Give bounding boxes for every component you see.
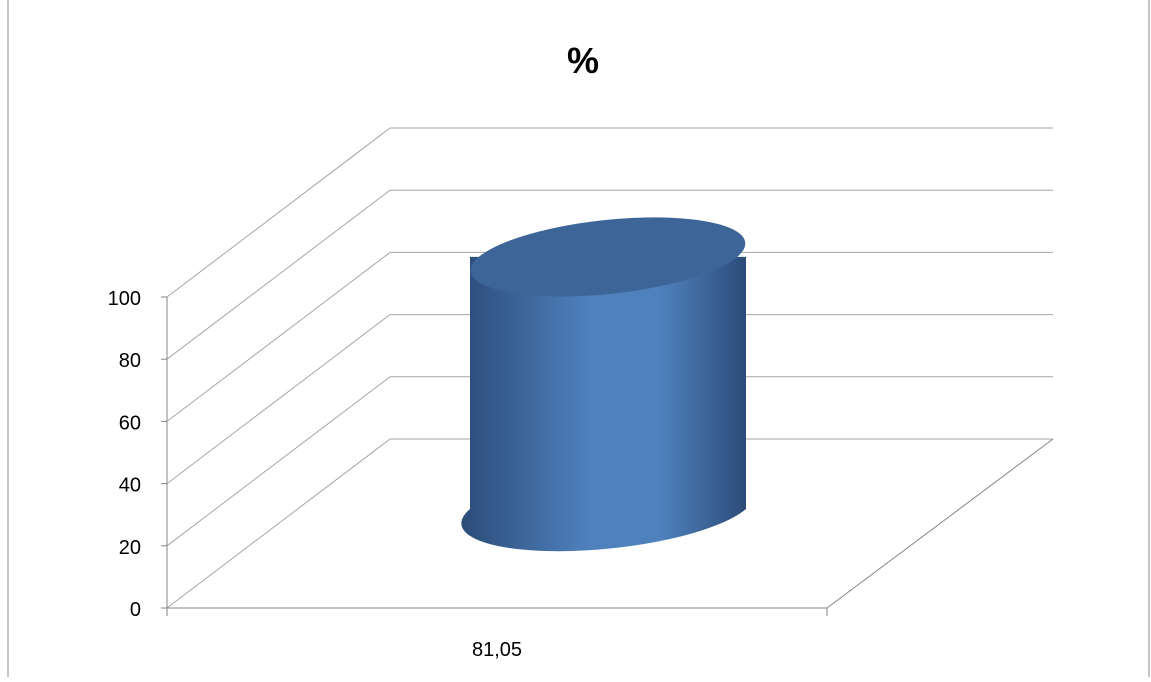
gridline-side [166, 438, 391, 609]
gridline-side [166, 252, 391, 422]
axes [161, 296, 1054, 616]
y-tick-label: 20 [119, 537, 141, 559]
bar-cylinder [461, 217, 746, 552]
floor-right-edge [826, 438, 1054, 609]
y-tick-label: 60 [119, 412, 141, 434]
y-axis-tick-labels: 0 20 40 60 80 100 [108, 288, 141, 621]
gridline-side [166, 376, 391, 547]
chart-title: % [567, 40, 599, 81]
y-tick-label: 100 [108, 288, 141, 310]
y-tick-label: 40 [119, 475, 141, 497]
x-axis-tick-labels: 81,05 [472, 639, 522, 661]
bar-top [470, 217, 746, 297]
bar-body [461, 256, 746, 552]
x-tick-label: 81,05 [472, 639, 522, 661]
bars [461, 217, 746, 552]
y-tick-label: 80 [119, 350, 141, 372]
y-tick-label: 0 [130, 599, 141, 621]
gridline-side [166, 314, 391, 484]
gridline-side [166, 189, 391, 360]
gridline-side [166, 127, 391, 298]
